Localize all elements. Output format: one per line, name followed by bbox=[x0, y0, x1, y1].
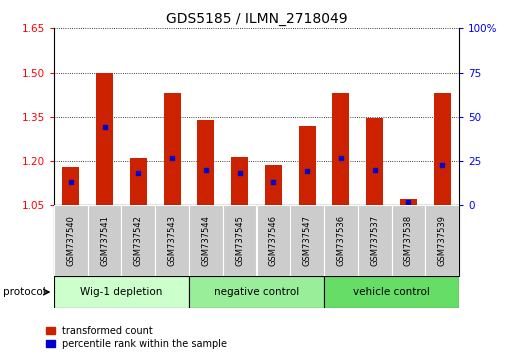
Text: protocol: protocol bbox=[3, 287, 45, 297]
Text: GSM737543: GSM737543 bbox=[168, 215, 176, 266]
Bar bbox=[332, 93, 349, 205]
Bar bbox=[358, 205, 391, 276]
Text: Wig-1 depletion: Wig-1 depletion bbox=[80, 287, 163, 297]
Text: GSM737544: GSM737544 bbox=[201, 215, 210, 266]
Text: GSM737538: GSM737538 bbox=[404, 215, 413, 266]
Bar bbox=[88, 205, 122, 276]
Bar bbox=[54, 276, 189, 308]
Text: GSM737540: GSM737540 bbox=[66, 215, 75, 266]
Text: GSM737539: GSM737539 bbox=[438, 215, 447, 266]
Text: negative control: negative control bbox=[214, 287, 299, 297]
Bar bbox=[223, 205, 256, 276]
Bar bbox=[256, 205, 290, 276]
Bar bbox=[62, 167, 79, 205]
Text: GSM737536: GSM737536 bbox=[337, 215, 345, 266]
Text: GSM737545: GSM737545 bbox=[235, 215, 244, 266]
Text: GSM737542: GSM737542 bbox=[134, 215, 143, 266]
Bar bbox=[155, 205, 189, 276]
Bar bbox=[391, 205, 425, 276]
Bar bbox=[366, 118, 383, 205]
Bar bbox=[231, 157, 248, 205]
Text: vehicle control: vehicle control bbox=[353, 287, 430, 297]
Bar bbox=[290, 205, 324, 276]
Bar bbox=[324, 205, 358, 276]
Bar bbox=[324, 276, 459, 308]
Text: GSM737546: GSM737546 bbox=[269, 215, 278, 266]
Text: GSM737541: GSM737541 bbox=[100, 215, 109, 266]
Text: GSM737547: GSM737547 bbox=[303, 215, 312, 266]
Bar bbox=[265, 166, 282, 205]
Bar bbox=[164, 93, 181, 205]
Bar bbox=[400, 199, 417, 205]
Bar bbox=[434, 93, 451, 205]
Bar bbox=[122, 205, 155, 276]
Bar bbox=[96, 73, 113, 205]
Bar bbox=[54, 205, 88, 276]
Text: GSM737537: GSM737537 bbox=[370, 215, 379, 266]
Bar bbox=[198, 120, 214, 205]
Legend: transformed count, percentile rank within the sample: transformed count, percentile rank withi… bbox=[46, 326, 227, 349]
Bar bbox=[299, 126, 315, 205]
Bar bbox=[189, 276, 324, 308]
Bar bbox=[130, 158, 147, 205]
Title: GDS5185 / ILMN_2718049: GDS5185 / ILMN_2718049 bbox=[166, 12, 347, 26]
Bar bbox=[189, 205, 223, 276]
Bar bbox=[425, 205, 459, 276]
